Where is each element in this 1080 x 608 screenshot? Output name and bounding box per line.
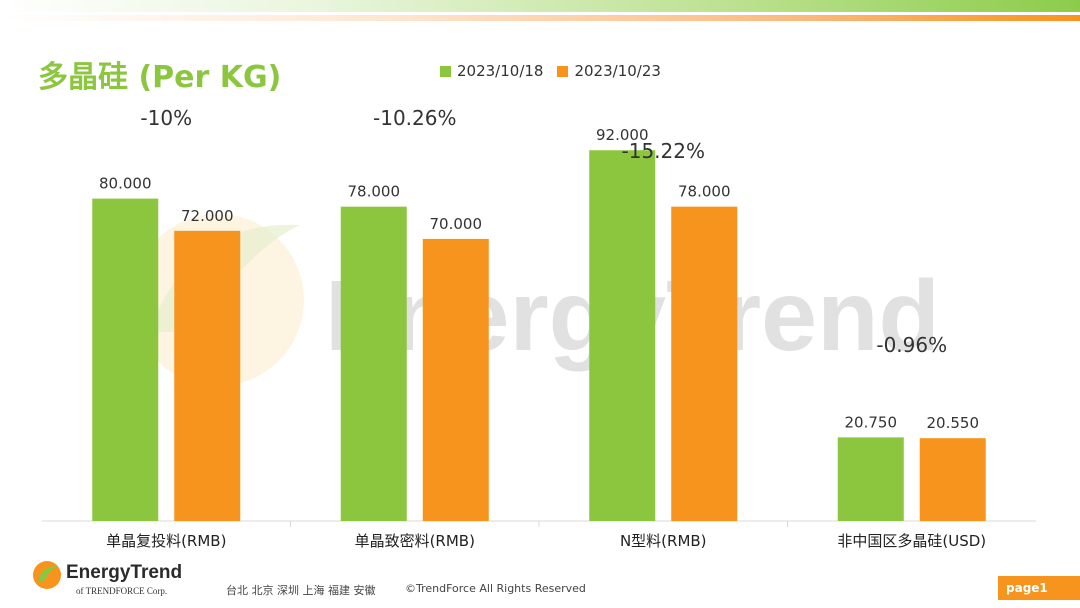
legend-label-series-2: 2023/10/23 [574, 62, 660, 80]
legend-item-series-1: 2023/10/18 [440, 62, 543, 80]
category-label: 单晶复投料(RMB) [106, 532, 226, 550]
footer-logo-text: EnergyTrend [66, 562, 182, 584]
change-label: -10.26% [373, 106, 456, 130]
bar [341, 207, 407, 521]
page-number-badge: page1 [998, 576, 1080, 600]
data-label: 80.000 [99, 175, 152, 193]
legend-swatch-orange [557, 66, 568, 77]
legend-item-series-2: 2023/10/23 [557, 62, 660, 80]
change-label: -0.96% [876, 333, 947, 357]
footer-logo: EnergyTrend of TRENDFORCE Corp. [32, 558, 192, 600]
bar [92, 199, 158, 521]
legend-swatch-green [440, 66, 451, 77]
data-label: 78.000 [678, 183, 731, 201]
category-label: N型料(RMB) [620, 532, 707, 550]
category-label: 非中国区多晶硅(USD) [837, 532, 986, 550]
bar [671, 207, 737, 521]
watermark: EnergyTrend [132, 214, 940, 386]
bar [838, 437, 904, 521]
change-label: -10% [140, 106, 192, 130]
bar [589, 150, 655, 521]
energytrend-logo-icon [32, 560, 62, 590]
data-label: 70.000 [430, 215, 483, 233]
bar [920, 438, 986, 521]
legend: 2023/10/18 2023/10/23 [440, 62, 661, 80]
data-label: 20.750 [845, 413, 898, 431]
data-label: 72.000 [181, 207, 234, 225]
change-label: -15.22% [622, 139, 705, 163]
footer-cities: 台北 北京 深圳 上海 福建 安徽 [226, 582, 375, 598]
data-label: 20.550 [927, 414, 980, 432]
chart-title: 多晶硅 (Per KG) [38, 52, 281, 96]
bar [174, 231, 240, 521]
footer-copyright: ©TrendForce All Rights Reserved [405, 582, 586, 595]
bar [423, 239, 489, 521]
legend-label-series-1: 2023/10/18 [457, 62, 543, 80]
category-label: 单晶致密料(RMB) [355, 532, 475, 550]
footer-logo-subtext: of TRENDFORCE Corp. [76, 586, 167, 596]
data-label: 78.000 [348, 183, 401, 201]
